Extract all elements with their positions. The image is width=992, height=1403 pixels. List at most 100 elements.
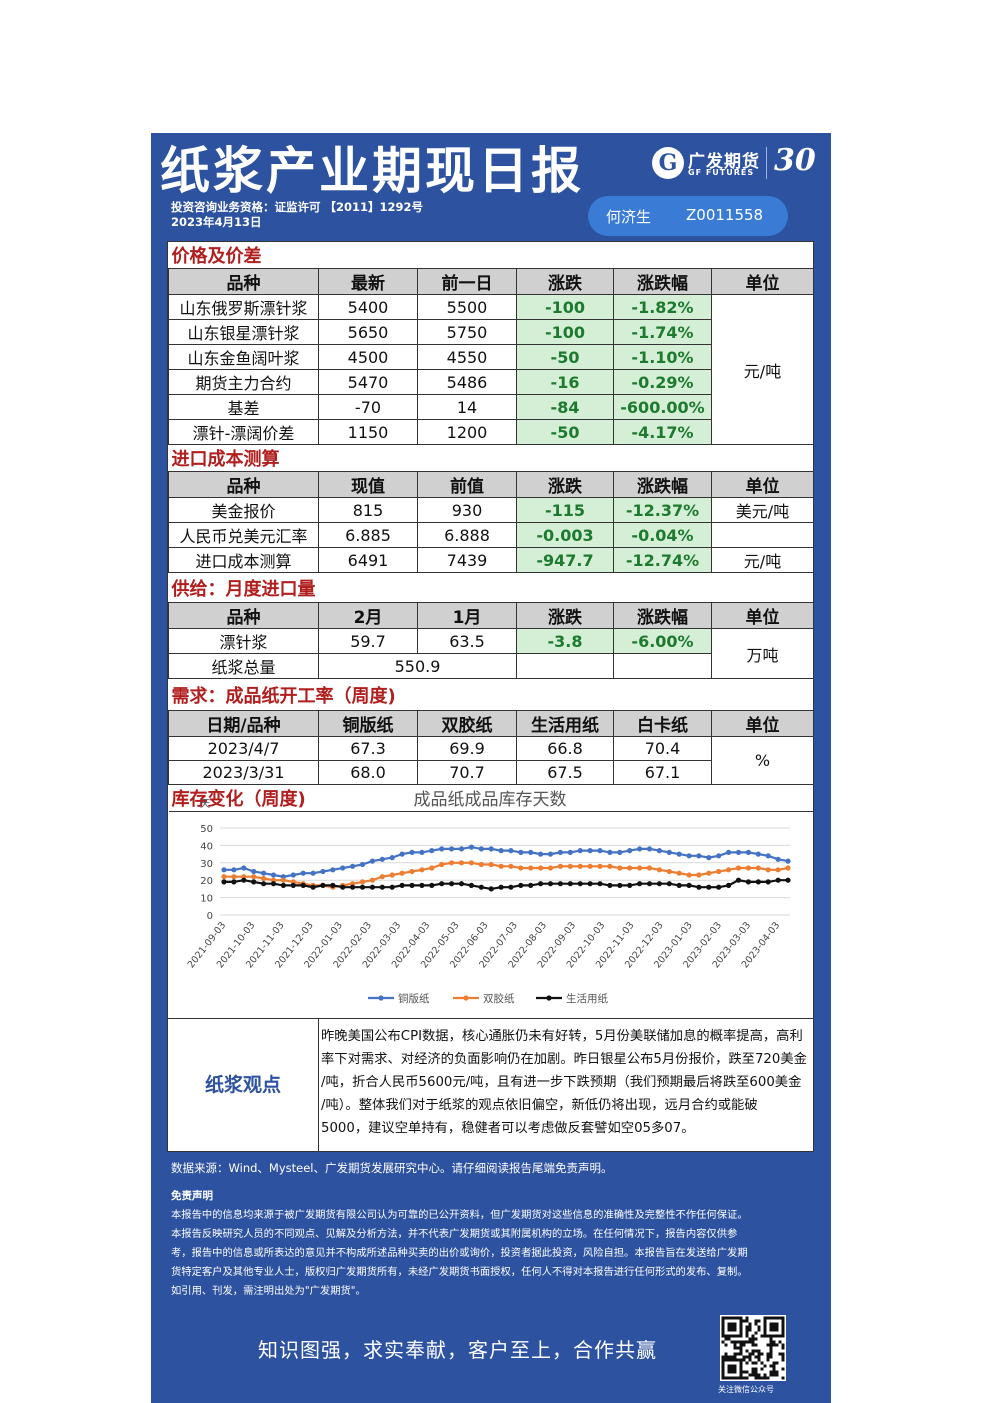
- column-header: 涨跌幅: [613, 602, 712, 629]
- change-percent: -1.10%: [613, 344, 712, 370]
- item-name: 山东俄罗斯漂针浆: [168, 294, 319, 320]
- current-value: 815: [318, 497, 418, 523]
- data-point: [379, 884, 385, 890]
- data-point: [617, 849, 623, 855]
- data-point: [567, 849, 573, 855]
- data-point: [785, 865, 791, 871]
- section-title-demand: 需求：成品纸开工率（周度): [168, 678, 814, 711]
- disclaimer-line: 如引用、刊发，需注明出处为"广发期货"。: [171, 1285, 366, 1297]
- data-point: [735, 865, 742, 871]
- current-value: 6491: [318, 547, 418, 573]
- data-point: [458, 860, 465, 866]
- data-point: [488, 886, 494, 892]
- column-header: 品种: [168, 268, 319, 295]
- change-percent: -1.82%: [613, 294, 712, 320]
- data-point: [231, 874, 237, 880]
- column-header: 单位: [711, 710, 814, 737]
- data-point: [557, 881, 563, 887]
- column-header: 生活用纸: [516, 710, 614, 737]
- change-value: -50: [516, 344, 614, 370]
- qr-code-icon[interactable]: [720, 1315, 786, 1381]
- data-point: [528, 865, 534, 871]
- table-row: 山东金鱼阔叶浆 4500 4550 -50 -1.10%: [168, 344, 814, 370]
- data-point: [449, 860, 455, 866]
- data-point: [488, 861, 494, 868]
- analyst-badge: 何济生 Z0011558: [588, 196, 788, 236]
- unit-cell: [711, 522, 814, 548]
- data-point: [478, 846, 484, 852]
- column-header: 品种: [168, 602, 319, 629]
- data-table: 价格及价差 品种 最新 前一日 涨跌 涨跌幅 单位 山东俄罗斯漂针浆 5400 …: [168, 242, 814, 812]
- data-point: [518, 865, 524, 871]
- latest-value: 5470: [318, 369, 418, 395]
- data-point: [597, 848, 603, 854]
- y-axis-label: 天: [200, 799, 210, 810]
- data-point: [468, 844, 474, 850]
- change-value: -115: [516, 497, 614, 523]
- disclaimer-title: 免责声明: [171, 1190, 213, 1202]
- data-point: [508, 884, 514, 890]
- data-point: [340, 884, 346, 890]
- data-point: [468, 860, 474, 866]
- company-slogan: 知识图强，求实奉献，客户至上，合作共赢: [258, 1338, 657, 1362]
- data-point: [597, 881, 603, 887]
- data-point: [429, 865, 435, 871]
- unit-cell: %: [711, 736, 814, 785]
- data-point: [577, 848, 583, 854]
- data-point: [290, 882, 296, 888]
- data-point: [607, 882, 613, 888]
- data-point: [617, 865, 623, 871]
- column-header: 最新: [318, 268, 418, 295]
- data-point: [340, 865, 346, 871]
- legend-marker: [546, 995, 552, 1001]
- y-tick-label: 10: [200, 894, 213, 905]
- change-percent: -6.00%: [613, 628, 712, 654]
- data-point: [330, 882, 336, 888]
- logo-en: GF FUTURES: [688, 168, 755, 177]
- change-value: -100: [516, 319, 614, 345]
- data-point: [528, 849, 534, 855]
- table-row: 2023/4/7 67.3 69.9 66.8 70.4 %: [168, 736, 814, 785]
- data-point: [468, 882, 474, 888]
- view-line: 昨晚美国公布CPI数据，核心通胀仍未有好转，5月份美联储加息的概率提高，高利: [321, 1029, 803, 1044]
- item-name: 山东金鱼阔叶浆: [168, 344, 319, 370]
- data-point: [716, 853, 722, 859]
- data-point: [399, 870, 405, 876]
- data-point: [696, 872, 702, 878]
- view-label: 纸浆观点: [168, 1019, 319, 1152]
- data-point: [409, 882, 415, 888]
- data-point: [686, 853, 692, 859]
- rate-cell: 67.5: [516, 760, 614, 785]
- legend-label: 生活用纸: [566, 992, 608, 1005]
- data-point: [755, 879, 761, 885]
- data-point: [646, 865, 653, 871]
- data-point: [419, 882, 425, 888]
- data-point: [577, 863, 583, 869]
- data-point: [231, 867, 237, 873]
- data-point: [696, 853, 702, 859]
- data-point: [676, 870, 682, 876]
- disclaimer-line: 本报告反映研究人员的不同观点、见解及分析方法，并不代表广发期货或其附属机构的立场…: [171, 1228, 738, 1240]
- table-row: 漂针-漂阔价差 1150 1200 -50 -4.17%: [168, 419, 814, 445]
- data-point: [221, 879, 227, 885]
- view-line: /吨，折合人民币5600元/吨，且有进一步下跌预期（我们预期最后将跌至600美金: [321, 1075, 802, 1090]
- change-value: -84: [516, 394, 614, 420]
- data-point: [359, 861, 366, 868]
- column-header: 涨跌: [516, 471, 614, 498]
- data-point: [587, 863, 593, 869]
- data-point: [765, 879, 771, 885]
- data-point: [637, 846, 643, 852]
- data-point: [765, 853, 771, 859]
- chart-legend: 铜版纸 双胶纸 生活用纸: [368, 992, 608, 1005]
- data-point: [607, 863, 613, 869]
- column-header: 涨跌幅: [613, 471, 712, 498]
- import-header-row: 品种 现值 前值 涨跌 涨跌幅 单位: [168, 471, 814, 498]
- data-point: [765, 867, 771, 873]
- view-line: /吨）。整体我们对于纸浆的观点依旧偏空，新低仍将出现，远月合约或能破: [321, 1098, 758, 1113]
- legend-label: 铜版纸: [398, 992, 430, 1005]
- data-point: [706, 870, 712, 876]
- data-point: [528, 882, 534, 888]
- column-header: 1月: [417, 602, 517, 629]
- change-value: -947.7: [516, 547, 614, 573]
- data-point: [745, 865, 752, 871]
